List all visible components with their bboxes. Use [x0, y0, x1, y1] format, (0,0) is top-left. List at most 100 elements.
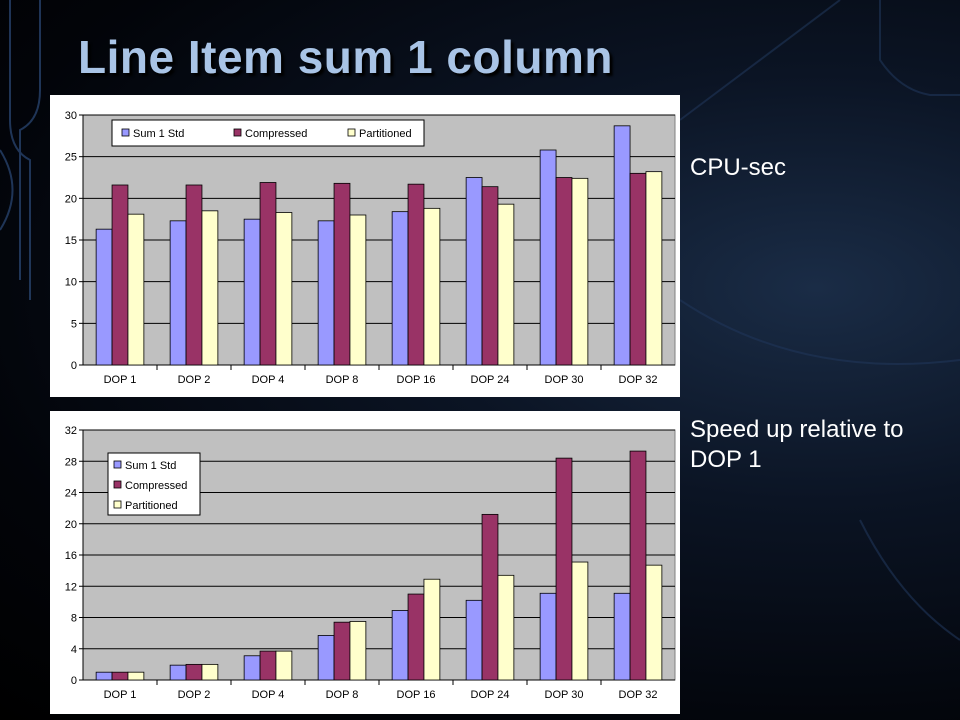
y-tick-label: 20	[65, 193, 77, 205]
x-tick-label: DOP 8	[326, 689, 359, 701]
bar	[645, 564, 663, 681]
bar	[259, 650, 277, 681]
y-tick-label: 0	[71, 675, 77, 687]
bar	[571, 561, 589, 681]
x-tick-label: DOP 4	[252, 689, 285, 701]
x-tick-label: DOP 1	[104, 374, 137, 386]
y-tick-label: 32	[65, 425, 77, 437]
cpu-sec-chart-panel: 0 5 10 15 20 25 30 DOP 1 DOP 2 DOP 4 DOP 8 DOP 16 DO…	[50, 95, 680, 397]
x-tick-label: DOP 32	[619, 374, 658, 386]
bar	[349, 214, 367, 366]
bar	[127, 213, 145, 366]
bar	[645, 171, 663, 366]
bar	[423, 578, 441, 681]
y-tick-label: 0	[71, 360, 77, 372]
legend-box	[107, 452, 201, 516]
x-tick-label: DOP 30	[545, 374, 584, 386]
bar	[481, 513, 499, 681]
x-tick-label: DOP 2	[178, 689, 211, 701]
bar	[407, 183, 425, 366]
y-tick-label: 20	[65, 519, 77, 531]
speedup-chart-panel: 0 4 8 12 16 20 24 28 32 DOP 1 DOP 2 DOP 4 DOP 8 DOP 1…	[50, 411, 680, 714]
bar	[275, 650, 293, 681]
legend-entry: Compressed	[125, 480, 187, 492]
bar	[571, 177, 589, 366]
bar	[349, 621, 367, 681]
bar	[95, 228, 113, 366]
bar	[259, 182, 277, 366]
bar	[391, 211, 409, 366]
bar	[555, 457, 573, 681]
legend-swatch	[113, 500, 122, 509]
bar	[201, 663, 219, 681]
bar	[539, 149, 557, 366]
bar	[555, 177, 573, 366]
x-tick-label: DOP 16	[397, 374, 436, 386]
y-tick-label: 28	[65, 456, 77, 468]
bar	[465, 599, 483, 681]
x-tick-label: DOP 24	[471, 689, 510, 701]
y-tick-label: 24	[65, 488, 77, 500]
bar	[333, 182, 351, 366]
bar	[465, 177, 483, 366]
y-tick-label: 5	[71, 318, 77, 330]
y-tick-label: 25	[65, 152, 77, 164]
bar	[423, 207, 441, 366]
bar	[629, 450, 647, 681]
speedup-chart: 0 4 8 12 16 20 24 28 32 DOP 1 DOP 2 DOP 4 DOP 8 DOP 1…	[65, 425, 676, 701]
legend-swatch	[347, 128, 356, 137]
legend-box	[111, 119, 425, 147]
bar	[169, 220, 187, 366]
x-tick-label: DOP 32	[619, 689, 658, 701]
legend-entry: Sum 1 Std	[133, 128, 184, 140]
y-tick-label: 30	[65, 110, 77, 122]
bar	[185, 663, 203, 681]
y-tick-label: 16	[65, 550, 77, 562]
y-tick-label: 15	[65, 235, 77, 247]
x-tick-label: DOP 24	[471, 374, 510, 386]
bar	[243, 218, 261, 366]
bar	[317, 220, 335, 366]
x-tick-label: DOP 4	[252, 374, 285, 386]
x-tick-label: DOP 1	[104, 689, 137, 701]
y-tick-label: 10	[65, 277, 77, 289]
slide-title: Line Item sum 1 column	[78, 31, 613, 83]
bar	[185, 184, 203, 366]
bar	[95, 671, 113, 681]
bar	[201, 210, 219, 366]
legend-swatch	[113, 480, 122, 489]
legend-swatch	[233, 128, 242, 137]
legend: Sum 1 Std Compressed Partitioned	[111, 119, 425, 147]
bar	[613, 125, 631, 366]
bar	[497, 203, 515, 366]
bar	[497, 574, 515, 681]
bar	[275, 212, 293, 366]
bar	[317, 635, 335, 681]
legend-swatch	[121, 128, 130, 137]
y-tick-label: 4	[71, 644, 77, 656]
bar	[391, 610, 409, 681]
x-tick-label: DOP 16	[397, 689, 436, 701]
bar	[169, 664, 187, 681]
bar	[539, 592, 557, 681]
x-tick-label: DOP 30	[545, 689, 584, 701]
legend: Sum 1 Std Compressed Partitioned	[107, 452, 201, 516]
legend-swatch	[113, 460, 122, 469]
legend-entry: Partitioned	[359, 128, 412, 140]
bar	[243, 655, 261, 681]
legend-entry: Compressed	[245, 128, 307, 140]
cpu-sec-chart: 0 5 10 15 20 25 30 DOP 1 DOP 2 DOP 4 DOP 8 DOP 16 DO…	[65, 110, 676, 386]
bar	[613, 592, 631, 681]
bar	[111, 184, 129, 366]
x-tick-label: DOP 2	[178, 374, 211, 386]
bar	[333, 621, 351, 681]
cpu-sec-label: CPU-sec	[690, 154, 787, 181]
x-tick-label: DOP 8	[326, 374, 359, 386]
bar	[629, 172, 647, 366]
speedup-label: Speed up relative to DOP 1	[690, 416, 904, 473]
bar	[481, 186, 499, 366]
bar	[407, 593, 425, 681]
legend-entry: Sum 1 Std	[125, 460, 176, 472]
legend-entry: Partitioned	[125, 500, 178, 512]
y-tick-label: 8	[71, 613, 77, 625]
